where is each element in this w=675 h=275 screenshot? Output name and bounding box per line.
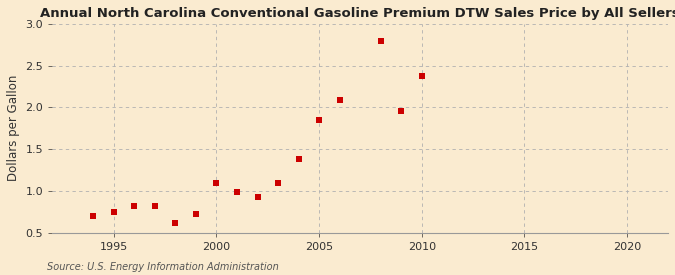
Point (109, 210, 119, 214)
Point (375, 39, 386, 43)
Point (88, 214, 99, 218)
Point (416, 73, 427, 78)
Point (273, 181, 284, 186)
Point (190, 212, 201, 216)
Point (232, 190, 242, 195)
Point (396, 108, 406, 113)
Point (334, 98, 345, 102)
Y-axis label: Dollars per Gallon: Dollars per Gallon (7, 75, 20, 182)
Point (314, 118, 325, 122)
Text: Source: U.S. Energy Information Administration: Source: U.S. Energy Information Administ… (47, 262, 279, 272)
Point (170, 220, 181, 225)
Point (293, 157, 304, 161)
Title: Annual North Carolina Conventional Gasoline Premium DTW Sales Price by All Selle: Annual North Carolina Conventional Gasol… (40, 7, 675, 20)
Point (149, 204, 160, 208)
Point (129, 204, 140, 208)
Point (211, 181, 222, 186)
Point (252, 195, 263, 200)
